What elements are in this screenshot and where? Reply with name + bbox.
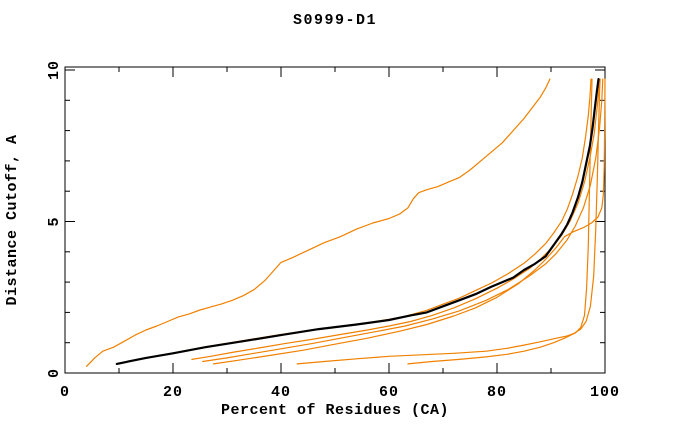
x-tick-label: 80 [487,384,507,401]
x-tick-label: 60 [379,384,399,401]
x-tick-label: 40 [271,384,291,401]
curve-orange-flat-early [296,78,593,365]
curve-orange-staircase-right [212,78,606,365]
curve-orange-flat-late [407,78,601,365]
y-axis-label: Distance Cutoff, A [4,134,21,306]
chart-title: S0999-D1 [292,12,377,29]
curve-black-reference [115,77,600,365]
x-tick-label: 100 [590,384,620,401]
curve-orange-cluster-upper [191,78,601,360]
x-tick-label: 20 [163,384,183,401]
y-tick-label: 5 [46,216,63,226]
curve-orange-track-black [116,78,592,365]
x-axis-label: Percent of Residues (CA) [220,402,450,419]
curve-orange-cluster-mid [202,78,604,363]
x-tick-label: 0 [60,384,70,401]
y-tick-label: 10 [46,60,63,80]
curve-orange-steep-worst [85,78,551,367]
y-tick-label: 0 [46,368,63,378]
